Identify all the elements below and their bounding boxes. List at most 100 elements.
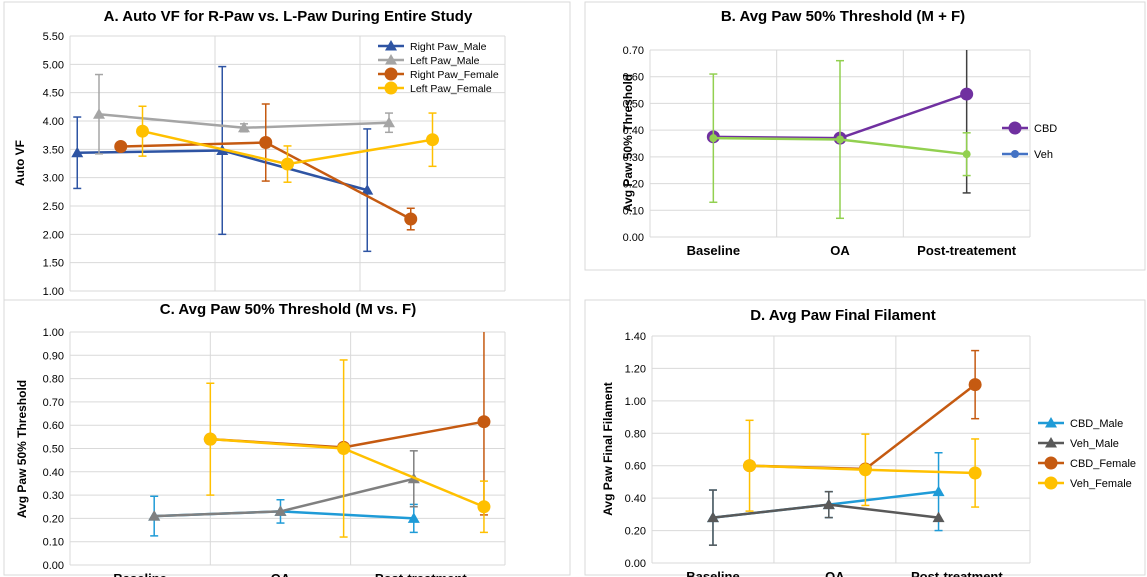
data-point: [477, 415, 491, 429]
series-right-paw-female: [114, 103, 418, 231]
y-tick-label: 0.70: [623, 45, 644, 57]
data-point: [968, 466, 982, 480]
x-tick-label: Post-treatment: [911, 569, 1003, 577]
chart-title: B. Avg Paw 50% Threshold (M + F): [721, 8, 965, 25]
y-tick-label: 5.00: [43, 59, 64, 71]
legend-label: Left Paw_Male: [410, 55, 480, 67]
data-point: [706, 511, 719, 523]
legend-label: Veh_Female: [1070, 478, 1132, 490]
legend-swatch-marker: [384, 67, 398, 81]
y-tick-label: 0.70: [43, 397, 64, 409]
series-veh: [709, 59, 971, 220]
data-point: [709, 134, 718, 143]
y-tick-label: 0.10: [43, 537, 64, 549]
x-tick-label: Baseline: [113, 571, 166, 577]
y-tick-label: 0.10: [623, 205, 644, 217]
data-point: [274, 505, 287, 516]
chart-title: C. Avg Paw 50% Threshold (M vs. F): [160, 301, 416, 318]
legend-label: Right Paw_Female: [410, 69, 499, 81]
y-tick-label: 0.40: [43, 467, 64, 479]
y-axis-label: Avg Paw 50% Threshold: [15, 380, 29, 518]
chart-title: A. Auto VF for R-Paw vs. L-Paw During En…: [104, 8, 473, 25]
y-tick-label: 0.20: [625, 526, 646, 538]
y-tick-label: 1.50: [43, 258, 64, 270]
y-tick-label: 0.80: [625, 428, 646, 440]
data-point: [238, 121, 250, 133]
data-point: [822, 498, 835, 510]
x-tick-label: Baseline: [687, 243, 740, 258]
series-veh-male: [706, 489, 945, 546]
data-point: [407, 512, 420, 523]
y-axis-label: Avg Paw Final Filament: [601, 382, 615, 516]
y-tick-label: 1.40: [625, 331, 646, 343]
y-tick-label: 0.80: [43, 374, 64, 386]
legend-swatch-marker: [1011, 150, 1019, 158]
y-tick-label: 0.00: [43, 560, 64, 572]
y-tick-label: 3.50: [43, 144, 64, 156]
data-point: [259, 136, 273, 150]
y-tick-label: 0.60: [623, 72, 644, 84]
y-tick-label: 0.30: [623, 152, 644, 164]
data-point: [858, 463, 872, 477]
x-tick-label: Baseline: [686, 569, 739, 577]
y-tick-label: 0.60: [43, 420, 64, 432]
x-tick-label: Post-treatement: [917, 243, 1017, 258]
y-tick-label: 2.50: [43, 201, 64, 213]
chart-border: [3, 299, 571, 576]
data-point: [203, 432, 217, 446]
x-tick-label: OA: [830, 243, 850, 258]
legend-swatch-marker: [385, 40, 397, 51]
data-point: [968, 378, 982, 392]
y-tick-label: 4.00: [43, 116, 64, 128]
legend-label: Left Paw_Female: [410, 83, 492, 95]
data-point: [836, 135, 844, 144]
legend-swatch-marker: [1044, 456, 1058, 470]
chart-panel-a: 1.00 1.50 2.00 2.50 3.00 3.50 4.00 4.50 5.00 5.50…: [3, 1, 571, 301]
data-point: [743, 459, 757, 473]
x-tick-label: OA: [271, 571, 291, 577]
y-tick-label: 0.40: [625, 493, 646, 505]
legend-swatch-marker: [1045, 437, 1057, 448]
y-tick-label: 1.20: [625, 363, 646, 375]
legend-swatch-marker: [385, 54, 397, 65]
y-tick-label: 1.00: [625, 396, 646, 408]
y-tick-label: 2.00: [43, 229, 64, 241]
data-point: [114, 140, 128, 153]
y-tick-label: 0.00: [623, 232, 644, 244]
y-tick-label: 5.50: [43, 31, 64, 43]
data-point: [136, 124, 149, 138]
data-point: [426, 133, 439, 147]
chart-border: [584, 1, 1146, 271]
data-point: [148, 510, 161, 521]
data-point: [404, 212, 418, 226]
data-point: [477, 500, 491, 514]
data-point: [932, 485, 945, 497]
legend-label: CBD_Female: [1070, 458, 1136, 470]
y-tick-label: 0.20: [623, 179, 644, 191]
data-point: [337, 442, 351, 455]
y-tick-label: 0.30: [43, 490, 64, 502]
series-veh-female: [743, 419, 982, 512]
legend-label: CBD_Male: [1070, 418, 1123, 430]
legend-swatch-marker: [1044, 476, 1058, 490]
x-tick-label: Post-treatment: [375, 571, 467, 577]
data-point: [383, 116, 395, 128]
y-tick-label: 4.50: [43, 88, 64, 100]
y-tick-label: 0.50: [43, 444, 64, 456]
legend: Right Paw_Male Left Paw_Male Right Paw_Fem…: [378, 40, 499, 95]
legend: CBD Veh: [1002, 121, 1057, 161]
data-point: [962, 150, 971, 159]
legend-swatch-marker: [384, 81, 398, 95]
series-unnamed-3: [203, 359, 491, 538]
y-tick-label: 3.00: [43, 173, 64, 185]
legend-label: Veh: [1034, 149, 1053, 161]
y-tick-label: 0.90: [43, 350, 64, 362]
data-point: [361, 184, 374, 195]
x-tick-label: OA: [825, 569, 845, 577]
data-point: [93, 108, 105, 119]
y-axis-label: Avg Paw 50% Threshold: [621, 74, 635, 212]
data-point: [281, 157, 294, 171]
chart-panel-d: 0.00 0.20 0.40 0.60 0.80 1.00 1.20 1.40 Baseline…: [584, 299, 1146, 577]
data-point: [932, 511, 945, 523]
